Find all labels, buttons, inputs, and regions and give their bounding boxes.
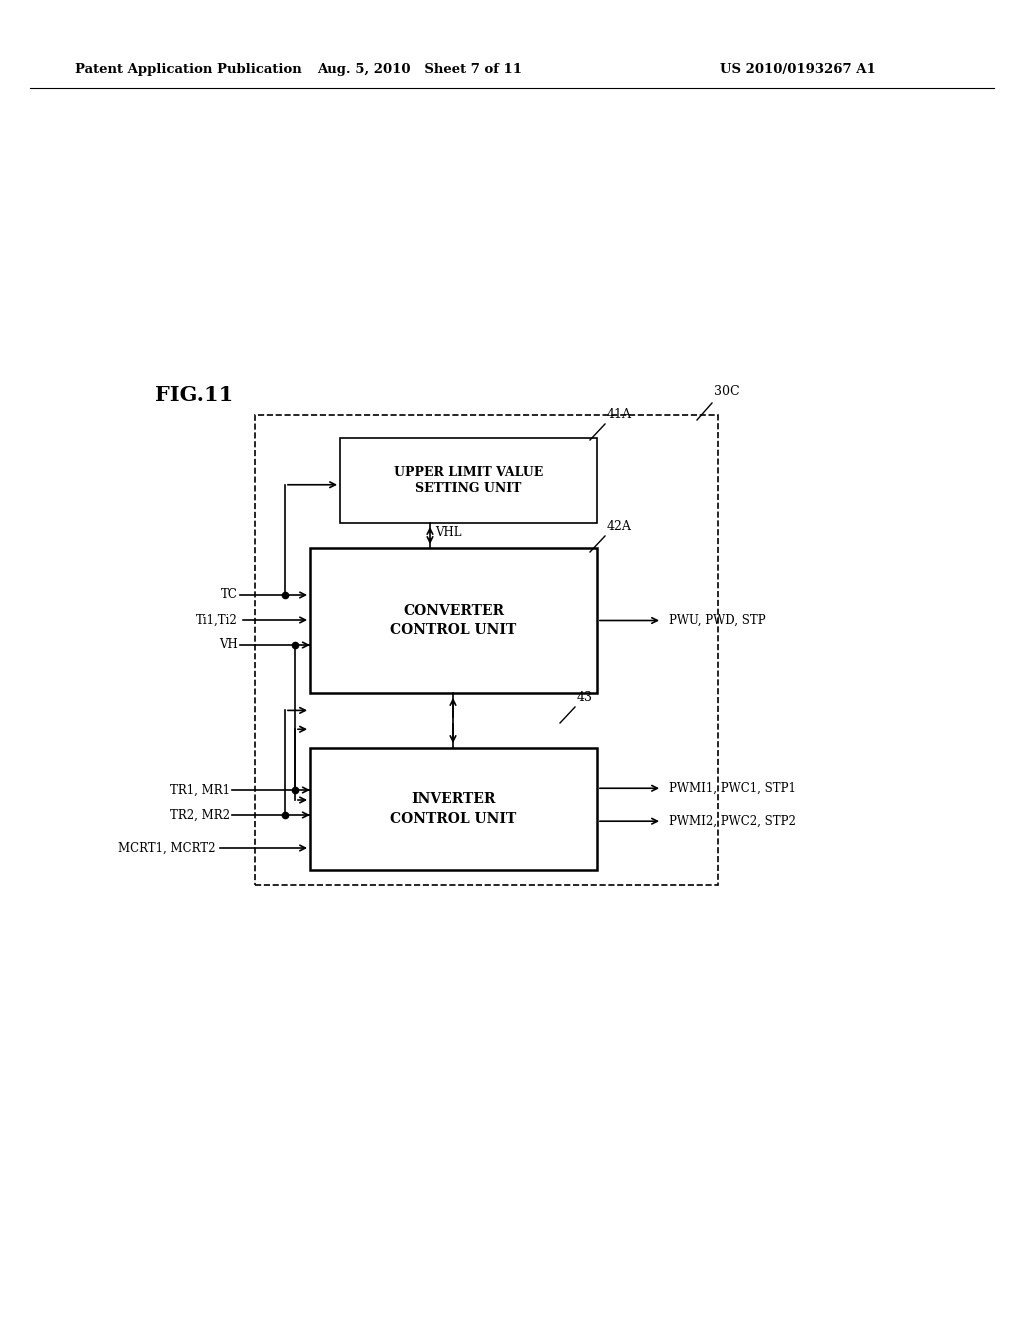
Text: TR1, MR1: TR1, MR1 <box>170 784 230 796</box>
Text: 43: 43 <box>577 690 593 704</box>
Text: FIG.11: FIG.11 <box>155 385 233 405</box>
Text: INVERTER
CONTROL UNIT: INVERTER CONTROL UNIT <box>390 792 517 826</box>
Text: Ti1,Ti2: Ti1,Ti2 <box>197 614 238 627</box>
Text: CONVERTER
CONTROL UNIT: CONVERTER CONTROL UNIT <box>390 603 517 638</box>
Text: 30C: 30C <box>714 385 739 399</box>
Text: UPPER LIMIT VALUE
SETTING UNIT: UPPER LIMIT VALUE SETTING UNIT <box>394 466 543 495</box>
Bar <box>340 438 597 523</box>
Text: MCRT1, MCRT2: MCRT1, MCRT2 <box>118 842 215 854</box>
Text: TC: TC <box>221 589 238 602</box>
Text: VH: VH <box>219 639 238 652</box>
Bar <box>310 748 597 870</box>
Text: Aug. 5, 2010   Sheet 7 of 11: Aug. 5, 2010 Sheet 7 of 11 <box>317 63 522 77</box>
Bar <box>310 548 597 693</box>
Text: PWU, PWD, STP: PWU, PWD, STP <box>669 614 766 627</box>
Text: 42A: 42A <box>607 520 632 533</box>
Text: 41A: 41A <box>607 408 632 421</box>
Text: US 2010/0193267 A1: US 2010/0193267 A1 <box>720 63 876 77</box>
Bar <box>255 414 718 884</box>
Text: VHL: VHL <box>435 527 462 540</box>
Text: PWMI1, PWC1, STP1: PWMI1, PWC1, STP1 <box>669 781 796 795</box>
Text: TR2, MR2: TR2, MR2 <box>170 808 230 821</box>
Text: PWMI2, PWC2, STP2: PWMI2, PWC2, STP2 <box>669 814 796 828</box>
Text: Patent Application Publication: Patent Application Publication <box>75 63 302 77</box>
